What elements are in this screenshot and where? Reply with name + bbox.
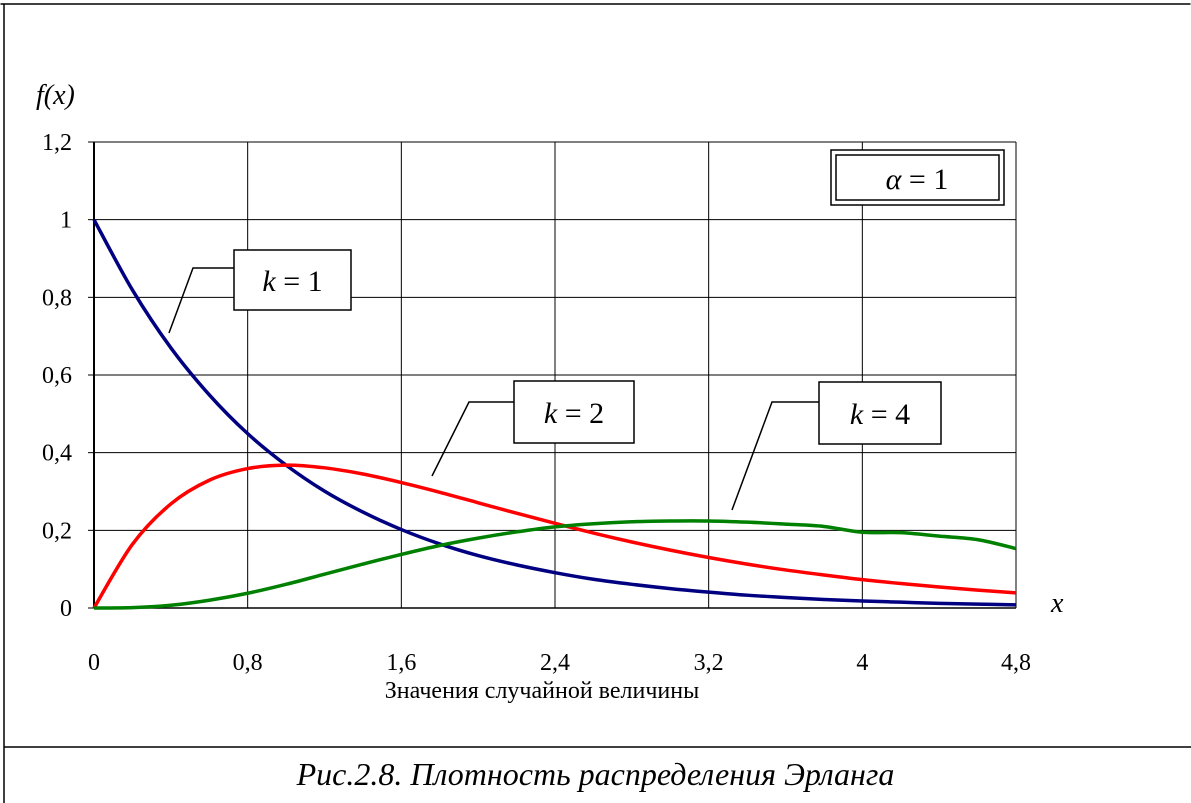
parameter-symbol: α xyxy=(886,163,909,196)
series-label-value: = 2 xyxy=(565,397,604,430)
leader-line xyxy=(168,267,235,334)
figure-caption: Рис.2.8. Плотность распределения Эрланга xyxy=(296,756,895,792)
grid xyxy=(88,141,1017,609)
parameter-value: = 1 xyxy=(909,163,948,196)
series-label-box xyxy=(513,380,635,444)
tick-labels: 0 0,8 1,6 2,4 3,2 4 4,8 0 0,2 0,4 0,6 0,8 1 1,2 xyxy=(42,130,1031,676)
series-label-symbol: k xyxy=(262,265,283,298)
parameter-box-outer xyxy=(830,149,1005,206)
series-label: k = 2 xyxy=(544,397,604,430)
x-tick-label: 0 xyxy=(88,650,100,676)
x-tick-label: 0,8 xyxy=(233,650,263,676)
x-tick-label: 1,6 xyxy=(386,650,416,676)
x-tick-label: 3,2 xyxy=(694,650,724,676)
x-tick-label: 4 xyxy=(856,650,868,676)
x-tick-label: 2,4 xyxy=(540,650,570,676)
series-line-k4 xyxy=(93,519,1017,610)
series-label-value: = 1 xyxy=(283,265,322,298)
series-label-symbol: k xyxy=(544,397,565,430)
x-axis-label: Значения случайной величины xyxy=(385,678,699,704)
y-tick-label: 0 xyxy=(60,596,72,622)
series-label-symbol: k xyxy=(850,398,871,431)
curves xyxy=(92,218,1017,610)
series-label: k = 1 xyxy=(262,265,322,298)
series-line-k1 xyxy=(92,218,1017,607)
y-axis-label: f(x) xyxy=(36,80,75,111)
leader-line xyxy=(431,401,514,477)
series-label: k = 4 xyxy=(850,398,910,431)
parameter-box-inner xyxy=(835,154,1000,201)
y-tick-label: 1 xyxy=(60,208,72,234)
y-tick-label: 0,6 xyxy=(42,363,72,389)
y-tick-label: 0,8 xyxy=(42,285,72,311)
y-tick-label: 0,4 xyxy=(42,441,72,467)
parameter-label: α = 1 xyxy=(886,163,949,196)
series-label-value: = 4 xyxy=(871,398,910,431)
series-line-k2 xyxy=(92,463,1017,609)
series-label-box xyxy=(818,381,942,445)
series-label-box xyxy=(233,249,352,311)
x-tick-label: 4,8 xyxy=(1001,650,1031,676)
leader-line xyxy=(731,401,819,511)
x-axis-symbol: x xyxy=(1050,588,1064,619)
y-tick-label: 1,2 xyxy=(42,130,72,156)
y-tick-label: 0,2 xyxy=(42,518,72,544)
